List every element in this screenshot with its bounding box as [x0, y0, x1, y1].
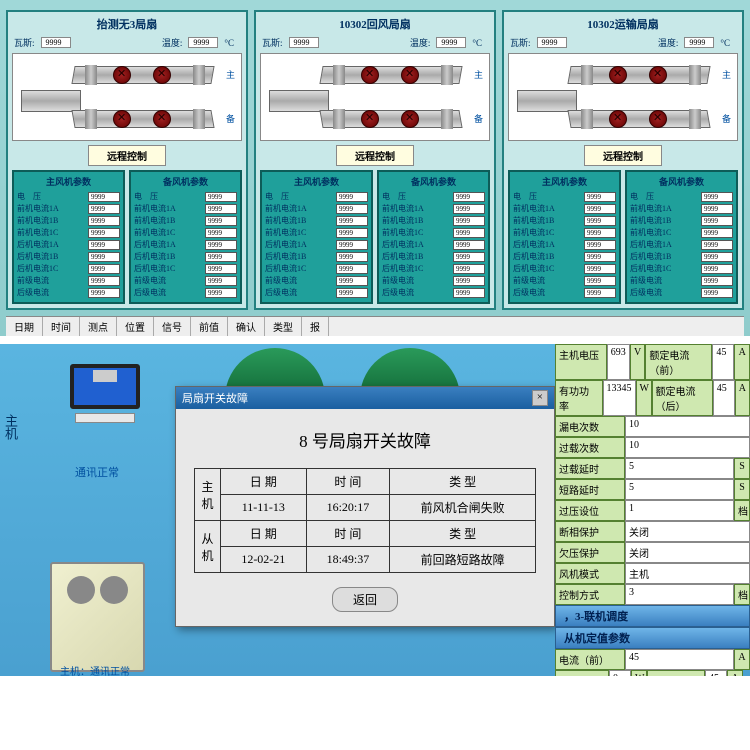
- right-banner-1: ，3-联机调度: [555, 605, 750, 627]
- row-aux-label: 从机: [195, 521, 221, 573]
- right-param-panel: 主机电压693V 额定电流（前）45A 有功功率13345W 额定电流（后）45…: [555, 344, 750, 676]
- strip-col: 类型: [265, 317, 302, 336]
- param-box: 主风机参数电 压9999前机电流1A9999前机电流1B9999前机电流1C99…: [260, 170, 373, 304]
- fault-table: 主机 日 期 时 间 类 型 11-11-13 16:20:17 前风机合闸失败…: [194, 468, 536, 573]
- remote-control-button[interactable]: 远程控制: [336, 145, 414, 166]
- fault-dialog: 局扇开关故障 × 8 号局扇开关故障 主机 日 期 时 间 类 型 11-11-…: [175, 386, 555, 627]
- remote-control-button[interactable]: 远程控制: [584, 145, 662, 166]
- panel-title: 10302运输局扇: [506, 14, 740, 34]
- panel-title: 10302回风局扇: [258, 14, 492, 34]
- right-banner-2: 从机定值参数: [555, 627, 750, 649]
- row-main-label: 主机: [195, 469, 221, 521]
- conn-status-2: 主机：通讯正常: [60, 663, 130, 676]
- fan-panel-2: 10302运输局扇 瓦斯:9999 温度:9999°C 主 备 远程控制 主风机…: [502, 10, 744, 310]
- dialog-title-text: 局扇开关故障: [182, 390, 248, 406]
- conn-status-1: 通讯正常: [75, 464, 119, 480]
- side-label: 主机: [2, 414, 20, 440]
- column-header-strip: 日期时间测点位置信号前值确认类型报: [6, 316, 744, 336]
- device-icon: [50, 562, 145, 672]
- computer-icon: [60, 364, 150, 439]
- dialog-titlebar: 局扇开关故障 ×: [176, 387, 554, 409]
- param-box: 备风机参数电 压9999前机电流1A9999前机电流1B9999前机电流1C99…: [129, 170, 242, 304]
- strip-col: 确认: [228, 317, 265, 336]
- param-box: 备风机参数电 压9999前机电流1A9999前机电流1B9999前机电流1C99…: [625, 170, 738, 304]
- fan-panel-1: 10302回风局扇 瓦斯:9999 温度:9999°C 主 备 远程控制 主风机…: [254, 10, 496, 310]
- strip-col: 位置: [117, 317, 154, 336]
- pipe-diagram: 主 备: [12, 53, 242, 141]
- strip-col: 信号: [154, 317, 191, 336]
- param-box: 备风机参数电 压9999前机电流1A9999前机电流1B9999前机电流1C99…: [377, 170, 490, 304]
- strip-col: 时间: [43, 317, 80, 336]
- strip-col: 日期: [6, 317, 43, 336]
- remote-control-button[interactable]: 远程控制: [88, 145, 166, 166]
- dialog-heading: 8 号局扇开关故障: [194, 417, 536, 468]
- return-button[interactable]: 返回: [332, 587, 398, 612]
- pipe-diagram: 主 备: [508, 53, 738, 141]
- strip-col: 测点: [80, 317, 117, 336]
- param-box: 主风机参数电 压9999前机电流1A9999前机电流1B9999前机电流1C99…: [12, 170, 125, 304]
- detail-view: 主机 通讯正常 主机：通讯正常 电 局扇开关故障 × 8 号局扇开关故障 主机 …: [0, 344, 750, 676]
- strip-col: 报: [302, 317, 329, 336]
- fan-panel-0: 抬测无3局扇 瓦斯:9999 温度:9999°C 主 备 远程控制 主风机参数电…: [6, 10, 248, 310]
- strip-col: 前值: [191, 317, 228, 336]
- panel-title: 抬测无3局扇: [10, 14, 244, 34]
- dialog-close-button[interactable]: ×: [532, 390, 548, 406]
- monitoring-top: 抬测无3局扇 瓦斯:9999 温度:9999°C 主 备 远程控制 主风机参数电…: [0, 0, 750, 336]
- param-box: 主风机参数电 压9999前机电流1A9999前机电流1B9999前机电流1C99…: [508, 170, 621, 304]
- pipe-diagram: 主 备: [260, 53, 490, 141]
